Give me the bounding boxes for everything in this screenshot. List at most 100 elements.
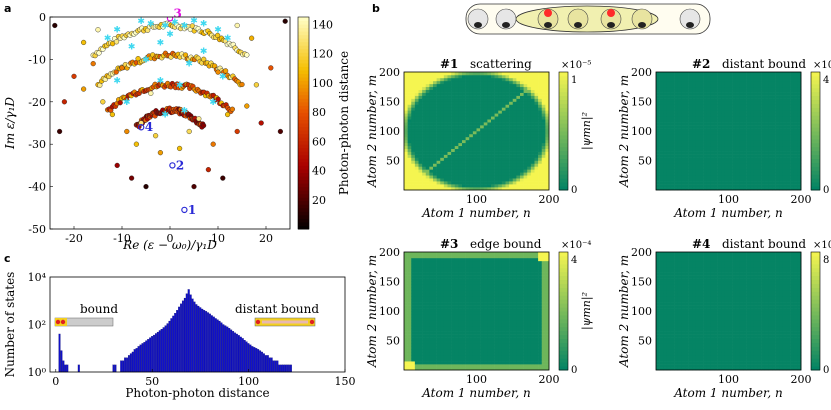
b-heatmap-cell — [469, 151, 474, 155]
b-heatmap-cell — [465, 166, 470, 170]
b-heatmap-cell — [436, 101, 441, 105]
b-heatmap-cell — [498, 319, 503, 324]
b-heatmap-cell — [483, 104, 488, 108]
b-heatmap-cell — [768, 166, 773, 170]
b-heatmap-cell — [681, 89, 686, 93]
b-heatmap-cell — [534, 172, 539, 176]
b-heatmap-cell — [724, 77, 729, 82]
b-heatmap-cell — [541, 92, 546, 96]
b-heatmap-cell — [458, 260, 463, 265]
b-heatmap-cell — [465, 311, 470, 315]
b-heatmap-cell — [545, 187, 550, 191]
b-heatmap-cell — [666, 107, 671, 111]
a-ytick-label: -20 — [28, 96, 46, 109]
b-heatmap-cell — [491, 364, 495, 368]
b-heatmap-cell — [465, 125, 470, 129]
b-heatmap-cell — [516, 172, 521, 176]
b-heatmap-cell — [476, 266, 481, 270]
b-heatmap-cell — [659, 175, 664, 179]
b-heatmap-cell — [782, 160, 787, 164]
b-heatmap-cell — [443, 328, 448, 332]
b-heatmap-cell — [469, 302, 474, 306]
b-heatmap-cell — [793, 151, 798, 155]
b-heatmap-cell — [753, 122, 758, 126]
b-heatmap-cell — [505, 367, 510, 371]
b-heatmap-cell — [418, 83, 423, 88]
b-heatmap-cell — [422, 172, 427, 176]
b-heatmap-cell — [443, 272, 448, 276]
b-heatmap-cell — [451, 269, 456, 273]
b-heatmap-cell — [656, 125, 660, 129]
b-heatmap-cell — [768, 160, 773, 164]
b-heatmap-cell — [433, 77, 437, 82]
b-heatmap-cell — [509, 86, 514, 90]
b-heatmap-cell — [462, 275, 466, 279]
b-heatmap-cell — [487, 107, 492, 111]
b-heatmap-cell — [476, 352, 481, 356]
b-heatmap-cell — [447, 154, 452, 158]
b-heatmap-cell — [505, 133, 510, 138]
b-heatmap-cell — [735, 136, 740, 141]
b-heatmap-cell — [411, 181, 416, 185]
b-heatmap-cell — [677, 92, 682, 96]
b-heatmap-cell — [418, 311, 423, 315]
b-heatmap-cell — [411, 331, 416, 335]
b-heatmap-cell — [732, 125, 737, 129]
b-heatmap-cell — [538, 110, 543, 114]
b-heatmap-cell — [491, 349, 495, 353]
b-heatmap-cell — [779, 95, 784, 99]
b-heatmap-cell — [534, 122, 539, 126]
b-heatmap-cell — [411, 80, 416, 85]
b-heatmap-cell — [476, 77, 481, 82]
b-heatmap-cell — [775, 187, 780, 191]
b-heatmap-cell — [411, 175, 416, 179]
b-heatmap-cell — [523, 107, 528, 111]
b-heatmap-cell — [451, 131, 456, 135]
b-heatmap-cell — [494, 284, 499, 288]
b-heatmap-cell — [469, 83, 474, 88]
b-heatmap-cell — [724, 181, 729, 185]
b-heatmap-cell — [469, 263, 474, 268]
b-heatmap-cell — [447, 184, 452, 188]
b-heatmap-cell — [721, 172, 726, 176]
a-colorbar-segment — [298, 204, 309, 209]
b-heatmap-cell — [483, 284, 488, 288]
b-heatmap-cell — [509, 361, 514, 365]
b-heatmap-cell — [425, 355, 430, 359]
b-heatmap-cell — [505, 172, 510, 176]
b-heatmap-cell — [530, 74, 535, 79]
b-heatmap-cell — [681, 77, 686, 82]
b-heatmap-cell — [714, 74, 718, 79]
a-point — [148, 90, 154, 96]
b-heatmap-cell — [491, 178, 495, 182]
b-heatmap-cell — [717, 133, 722, 138]
b-heatmap-cell — [443, 148, 448, 152]
b-colorbar-segment — [811, 174, 820, 179]
b-heatmap-cell — [443, 308, 448, 312]
b-heatmap-cell — [422, 316, 427, 321]
b-heatmap-cell — [545, 136, 550, 141]
b-heatmap-cell — [422, 284, 427, 288]
b-heatmap-cell — [527, 89, 532, 93]
b-heatmap-cell — [527, 169, 532, 173]
a-colorbar-segment — [298, 34, 309, 39]
b-heatmap-cell — [750, 89, 755, 93]
b-heatmap-cell — [772, 187, 776, 191]
b-heatmap-cell — [699, 116, 704, 120]
b-heatmap-cell — [418, 166, 423, 170]
a-colorbar-segment — [298, 154, 309, 159]
a-point — [215, 32, 221, 39]
b-heatmap-cell — [440, 334, 445, 338]
b-heatmap-cell — [498, 367, 503, 371]
b-heatmap-cell — [454, 299, 459, 303]
b-heatmap-cell — [699, 125, 704, 129]
b-heatmap-cell — [454, 290, 459, 294]
b-heatmap-cell — [772, 92, 776, 96]
b-heatmap-cell — [746, 184, 751, 188]
b-heatmap-cell — [454, 319, 459, 324]
b-heatmap-cell — [739, 151, 744, 155]
b-heatmap-cell — [454, 119, 459, 123]
b-heatmap-cell — [764, 125, 769, 129]
b-heatmap-cell — [710, 131, 715, 135]
